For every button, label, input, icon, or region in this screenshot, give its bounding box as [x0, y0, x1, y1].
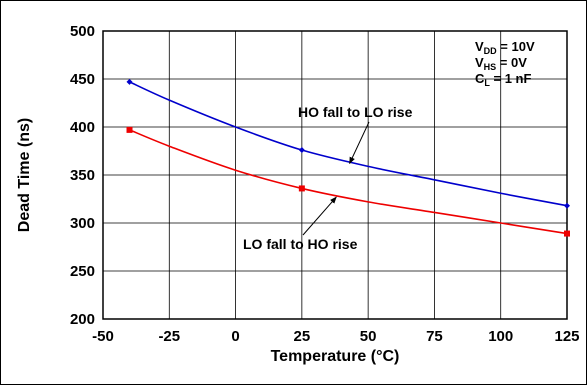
grid-lines	[103, 31, 567, 319]
y-tick-label: 250	[70, 263, 95, 280]
x-tick-label: 50	[360, 328, 377, 345]
x-tick-label: -25	[158, 328, 180, 345]
annotations: HO fall to LO rise LO fall to HO rise	[243, 104, 413, 252]
x-tick-label: 0	[231, 328, 239, 345]
condition-line: VHS = 0V	[475, 55, 527, 72]
plot-area	[102, 30, 568, 320]
condition-line: CL = 1 nF	[475, 71, 531, 88]
x-axis-title: Temperature (°C)	[271, 348, 400, 365]
series-1-marker	[298, 147, 305, 154]
series-1-callout-arrow	[349, 121, 370, 165]
y-tick-label: 500	[70, 23, 95, 40]
x-tick-label: 125	[554, 328, 579, 345]
series-group	[126, 78, 570, 237]
condition-line: VDD = 10V	[475, 39, 535, 56]
y-tick-label: 300	[70, 215, 95, 232]
series-2-label: LO fall to HO rise	[243, 236, 358, 252]
series-1-marker	[126, 78, 133, 85]
x-tick-label: 75	[426, 328, 443, 345]
x-tick-label: 100	[488, 328, 513, 345]
series-1-label: HO fall to LO rise	[298, 104, 413, 120]
series-2-callout-arrow	[302, 196, 337, 236]
x-tick-label: -50	[92, 328, 114, 345]
series-2-marker	[298, 185, 305, 192]
y-tick-labels: 200 250 300 350 400 450 500	[70, 23, 95, 328]
series-2-marker	[126, 126, 133, 133]
y-tick-label: 400	[70, 119, 95, 136]
y-tick-label: 450	[70, 71, 95, 88]
series-1-marker	[564, 202, 570, 209]
series-2-marker	[564, 230, 570, 237]
y-axis-title: Dead Time (ns)	[16, 118, 33, 232]
series-2-line	[129, 129, 568, 235]
x-tick-labels: -50 -25 0 25 50 75 100 125	[92, 328, 579, 345]
y-tick-label: 200	[70, 311, 95, 328]
y-tick-label: 350	[70, 167, 95, 184]
series-1-line	[129, 81, 568, 207]
x-tick-label: 25	[294, 328, 311, 345]
